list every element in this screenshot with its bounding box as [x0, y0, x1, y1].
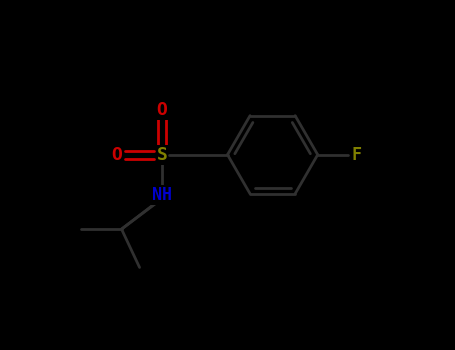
- Text: S: S: [157, 146, 167, 164]
- Text: F: F: [351, 146, 361, 164]
- Text: NH: NH: [152, 186, 172, 204]
- Text: O: O: [157, 100, 167, 119]
- Text: O: O: [111, 146, 122, 164]
